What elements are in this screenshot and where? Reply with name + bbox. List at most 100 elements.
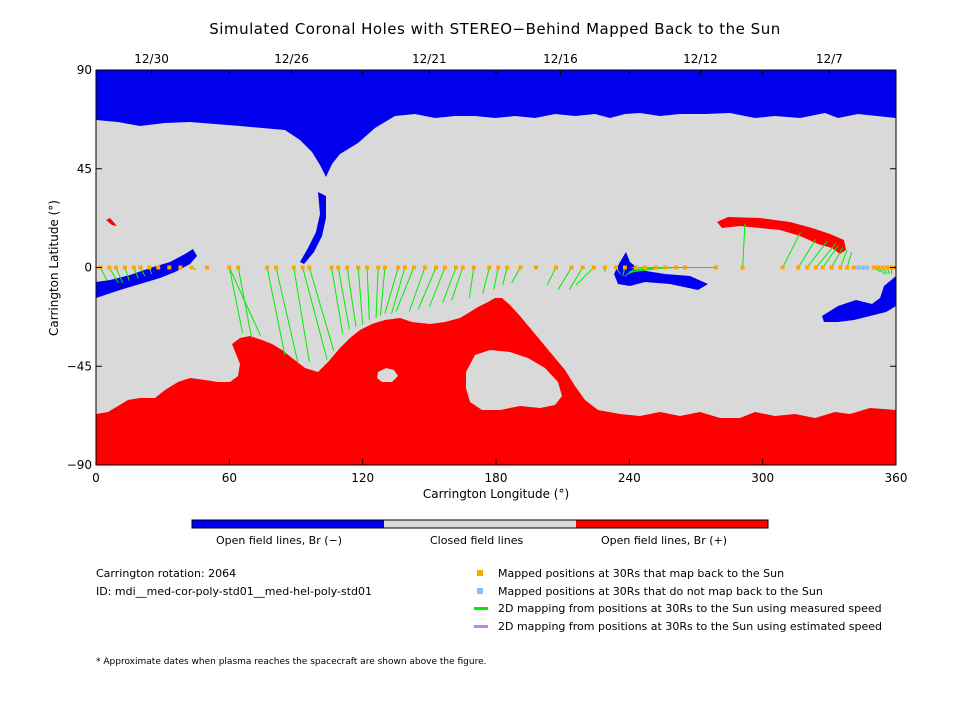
mapped-point <box>147 265 152 270</box>
legend-unmapped: Mapped positions at 30Rs that do not map… <box>477 585 823 598</box>
negative-hole-right <box>822 276 896 322</box>
mapped-point <box>178 265 183 270</box>
mapped-point <box>205 265 210 270</box>
mapped-point <box>487 265 492 270</box>
x-tick-label: 0 <box>92 471 100 485</box>
mapping-line <box>815 243 837 268</box>
x-tick-label: 180 <box>485 471 508 485</box>
mapping-line <box>831 247 844 268</box>
colorbar-positive <box>576 520 768 528</box>
mapping-line <box>568 267 584 290</box>
mapped-point <box>505 265 510 270</box>
mapped-point <box>402 265 407 270</box>
mapped-point <box>814 265 818 270</box>
colorbar-label-closed: Closed field lines <box>430 534 524 547</box>
mapped-point <box>518 265 523 270</box>
rotation-info: Carrington rotation: 2064 <box>96 567 237 580</box>
unmapped-point <box>865 265 870 270</box>
mapped-point <box>365 265 370 270</box>
mapped-point <box>534 265 538 270</box>
unmapped-point <box>860 265 865 270</box>
mapping-line <box>846 251 853 268</box>
mapped-point <box>265 265 270 270</box>
y-tick-label: −45 <box>67 359 92 373</box>
mapped-point <box>805 265 810 270</box>
mapping-line <box>293 267 310 362</box>
mapping-line <box>742 223 746 268</box>
mapped-point <box>138 265 143 270</box>
mapped-point <box>356 265 361 270</box>
mapping-line <box>115 267 124 284</box>
date-tick-label: 12/7 <box>816 52 843 66</box>
axis-ticks <box>95 69 897 466</box>
mapping-line <box>266 267 286 356</box>
north-polar-hole <box>96 70 896 177</box>
mapped-point <box>780 265 785 270</box>
x-tick-label: 120 <box>351 471 374 485</box>
mapping-line <box>468 267 475 299</box>
mapping-line <box>357 267 364 325</box>
mapped-point <box>122 265 127 270</box>
mapped-point <box>654 265 658 270</box>
colorbar-negative <box>192 520 384 528</box>
mapped-point <box>329 265 334 270</box>
negative-hole-left <box>96 249 197 298</box>
mapping-line <box>384 267 399 314</box>
model-id: ID: mdi__med-cor-poly-std01__med-hel-pol… <box>96 585 373 598</box>
mapped-point <box>345 265 350 270</box>
mapping-line <box>346 267 357 327</box>
mapped-point <box>634 265 638 270</box>
mapping-line <box>797 238 817 268</box>
legend-estimated-label: 2D mapping from positions at 30Rs to the… <box>498 620 883 633</box>
negative-hole-center <box>614 252 708 290</box>
mapping-line <box>275 267 299 365</box>
mapping-line <box>782 232 801 268</box>
x-axis-label: Carrington Longitude (°) <box>423 487 569 501</box>
mapped-points <box>98 265 896 270</box>
closed-island-small <box>377 368 398 382</box>
x-tick-label: 240 <box>618 471 641 485</box>
mapping-line <box>124 267 130 281</box>
mapped-point <box>880 265 885 270</box>
mapping-line <box>379 267 386 316</box>
mapped-point <box>554 265 558 270</box>
mapping-line <box>575 267 595 286</box>
mapping-line <box>822 245 839 268</box>
mapping-line <box>375 267 379 318</box>
mapped-point <box>642 265 647 270</box>
colorbar-frame <box>191 519 769 529</box>
mapping-line <box>442 267 457 303</box>
negative-hole-arc <box>300 192 326 264</box>
legend-estimated-swatch <box>474 625 488 628</box>
mapped-point <box>460 265 465 270</box>
mapped-point <box>114 265 118 270</box>
mapped-point <box>714 265 718 270</box>
mapping-line <box>108 267 119 284</box>
legend-measured-label: 2D mapping from positions at 30Rs to the… <box>498 602 882 615</box>
mapped-point <box>569 265 574 270</box>
mapped-point <box>796 265 801 270</box>
mapped-point <box>236 265 241 270</box>
mapping-line <box>502 267 508 286</box>
mapped-point <box>602 265 607 270</box>
mapped-point <box>300 265 305 270</box>
mapping-line <box>308 267 335 352</box>
mapped-point <box>580 265 585 270</box>
colorbar-closed <box>384 520 576 528</box>
legend-estimated: 2D mapping from positions at 30Rs to the… <box>474 620 883 633</box>
mapped-point <box>682 265 687 270</box>
north-positive-patch <box>717 217 846 254</box>
mapped-point <box>614 265 618 270</box>
legend-unmapped-label: Mapped positions at 30Rs that do not map… <box>498 585 823 598</box>
colorbar-label-negative: Open field lines, Br (−) <box>216 534 343 547</box>
legend-mapped: Mapped positions at 30Rs that map back t… <box>477 567 784 580</box>
mapped-point <box>422 265 427 270</box>
mapped-point <box>382 265 387 270</box>
mapping-line <box>228 267 244 334</box>
mapped-point <box>876 265 881 270</box>
unmapped-point <box>856 265 861 270</box>
date-tick-label: 12/21 <box>412 52 447 66</box>
mapped-point <box>871 265 876 270</box>
mapping-line <box>366 267 370 321</box>
mapped-point <box>496 265 501 270</box>
